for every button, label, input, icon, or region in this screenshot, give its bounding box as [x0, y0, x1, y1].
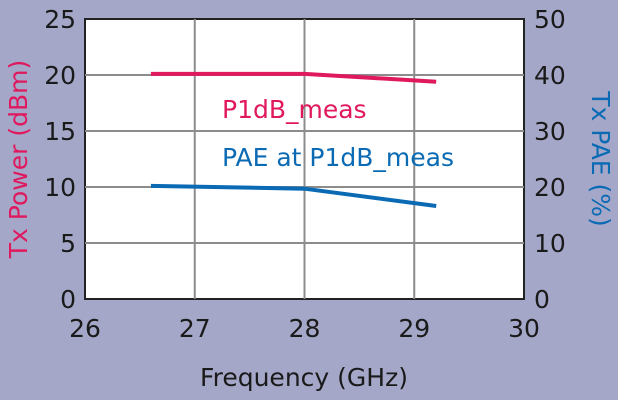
- y-left-tick-label: 10: [44, 173, 76, 202]
- series-label-pae: PAE at P1dB_meas: [222, 143, 454, 172]
- x-axis-title: Frequency (GHz): [200, 363, 408, 392]
- y-left-tick-label: 0: [60, 285, 76, 314]
- y-right-axis-title: Tx PAE (%): [586, 90, 615, 227]
- x-tick-label: 26: [69, 314, 101, 343]
- series-label-p1db: P1dB_meas: [222, 95, 367, 124]
- y-right-tick-label: 40: [534, 61, 566, 90]
- series-lines: [150, 71, 437, 208]
- y-left-tick-label: 25: [44, 5, 76, 34]
- series-line-p1db: [150, 71, 437, 84]
- y-right-tick-label: 10: [534, 229, 566, 258]
- x-tick-label: 29: [398, 314, 430, 343]
- y-right-tick-label: 30: [534, 117, 566, 146]
- y-left-axis-title: Tx Power (dBm): [4, 60, 33, 259]
- y-left-tick-label: 5: [60, 229, 76, 258]
- series-line-pae: [150, 183, 437, 208]
- y-left-tick-label: 15: [44, 117, 76, 146]
- y-right-tick-label: 0: [534, 285, 550, 314]
- x-tick-label: 27: [179, 314, 211, 343]
- y-left-tick-label: 20: [44, 61, 76, 90]
- y-right-tick-label: 50: [534, 5, 566, 34]
- y-right-tick-label: 20: [534, 173, 566, 202]
- x-tick-label: 30: [508, 314, 540, 343]
- x-tick-label: 28: [289, 314, 321, 343]
